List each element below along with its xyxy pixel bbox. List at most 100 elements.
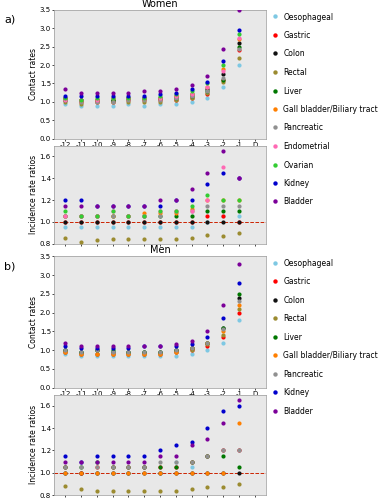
Point xyxy=(272,370,278,378)
Point xyxy=(141,342,147,350)
Point xyxy=(189,185,195,193)
Point xyxy=(220,74,226,82)
Point xyxy=(189,92,195,100)
Text: Rectal: Rectal xyxy=(283,314,307,324)
Point xyxy=(220,468,226,476)
Point xyxy=(220,78,226,86)
Point xyxy=(220,338,226,346)
Point xyxy=(157,486,163,494)
Point xyxy=(236,298,242,306)
Point xyxy=(125,348,132,356)
Point xyxy=(173,346,179,354)
Point xyxy=(236,36,242,44)
Point xyxy=(94,98,100,106)
Point xyxy=(109,96,116,104)
Point xyxy=(109,463,116,471)
Point xyxy=(236,30,242,38)
Point xyxy=(220,468,226,476)
Point xyxy=(220,452,226,460)
Point xyxy=(189,85,195,93)
Point xyxy=(204,83,211,91)
Point xyxy=(173,96,179,104)
Point xyxy=(189,463,195,471)
Point xyxy=(189,202,195,209)
Point xyxy=(173,463,179,471)
Point xyxy=(220,483,226,491)
Title: Men: Men xyxy=(150,246,170,256)
Point xyxy=(62,224,68,232)
Point xyxy=(236,61,242,69)
Point xyxy=(62,96,68,104)
Point xyxy=(189,336,195,344)
Point xyxy=(125,468,132,476)
Point xyxy=(141,350,147,358)
Point xyxy=(62,346,68,354)
Point xyxy=(78,486,84,494)
Point xyxy=(141,209,147,217)
Point xyxy=(78,468,84,476)
Point xyxy=(125,486,132,494)
Point xyxy=(78,350,84,358)
Point xyxy=(94,468,100,476)
Point xyxy=(189,90,195,98)
Point xyxy=(141,98,147,106)
Point xyxy=(204,452,211,460)
Point xyxy=(94,92,100,100)
Point xyxy=(109,350,116,358)
Point xyxy=(173,486,179,494)
Point xyxy=(62,218,68,226)
Point xyxy=(109,344,116,352)
Point xyxy=(157,98,163,106)
Point xyxy=(94,94,100,102)
Point xyxy=(141,94,147,102)
Point xyxy=(157,87,163,95)
Point xyxy=(220,76,226,84)
Point xyxy=(189,218,195,226)
Point xyxy=(62,346,68,354)
Point xyxy=(236,402,242,410)
Point xyxy=(173,340,179,348)
Point xyxy=(236,202,242,209)
Point xyxy=(189,90,195,98)
Point xyxy=(173,346,179,354)
Point xyxy=(109,350,116,358)
Point xyxy=(94,452,100,460)
Point xyxy=(78,463,84,471)
Point xyxy=(141,224,147,232)
Point xyxy=(173,468,179,476)
Point xyxy=(109,224,116,232)
Point xyxy=(157,458,163,466)
Point xyxy=(236,446,242,454)
Point xyxy=(125,94,132,102)
Point xyxy=(94,212,100,220)
Point xyxy=(189,441,195,449)
Point xyxy=(272,68,278,76)
Point xyxy=(141,102,147,110)
Point xyxy=(141,458,147,466)
Point xyxy=(109,207,116,215)
Point xyxy=(125,468,132,476)
Point xyxy=(125,350,132,358)
Point xyxy=(78,463,84,471)
Point xyxy=(173,207,179,215)
Point xyxy=(157,350,163,358)
Point xyxy=(236,290,242,298)
Point xyxy=(272,388,278,396)
Point xyxy=(109,463,116,471)
Point xyxy=(125,224,132,232)
Point xyxy=(125,98,132,106)
Point xyxy=(109,102,116,110)
Point xyxy=(141,468,147,476)
Point xyxy=(94,96,100,104)
Point xyxy=(236,278,242,286)
Point xyxy=(204,452,211,460)
Point xyxy=(204,212,211,220)
Point xyxy=(62,350,68,358)
Point xyxy=(141,348,147,356)
Point xyxy=(236,42,242,50)
Point xyxy=(220,326,226,334)
Point xyxy=(173,88,179,96)
Point xyxy=(141,92,147,100)
Point xyxy=(204,78,211,86)
Point xyxy=(204,207,211,215)
